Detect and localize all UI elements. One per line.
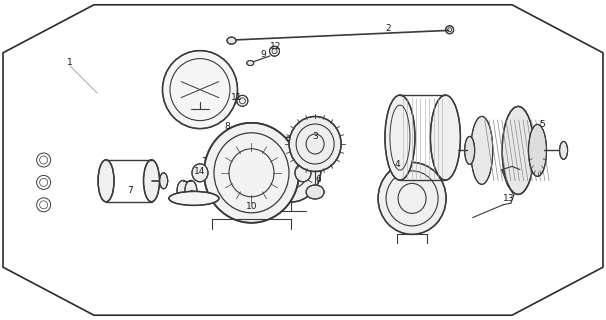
Text: 2: 2 bbox=[385, 24, 391, 33]
Text: 7: 7 bbox=[127, 186, 133, 195]
Ellipse shape bbox=[192, 164, 208, 182]
Ellipse shape bbox=[162, 51, 238, 129]
Text: 12: 12 bbox=[270, 42, 281, 51]
Ellipse shape bbox=[144, 160, 159, 202]
Text: 14: 14 bbox=[195, 167, 205, 176]
Ellipse shape bbox=[204, 123, 299, 223]
Text: 13: 13 bbox=[504, 194, 514, 203]
Text: 1: 1 bbox=[67, 58, 73, 67]
Ellipse shape bbox=[465, 136, 474, 164]
Ellipse shape bbox=[159, 173, 168, 189]
Circle shape bbox=[270, 46, 279, 56]
Circle shape bbox=[445, 26, 454, 34]
Ellipse shape bbox=[227, 37, 236, 44]
Ellipse shape bbox=[430, 95, 461, 180]
Ellipse shape bbox=[295, 164, 311, 182]
Text: 8: 8 bbox=[224, 122, 230, 131]
Text: 4: 4 bbox=[394, 160, 400, 169]
Circle shape bbox=[226, 94, 237, 105]
Ellipse shape bbox=[98, 160, 114, 202]
Ellipse shape bbox=[247, 60, 254, 66]
Text: 10: 10 bbox=[246, 202, 257, 211]
Circle shape bbox=[237, 95, 248, 106]
Ellipse shape bbox=[378, 163, 446, 235]
Ellipse shape bbox=[185, 180, 197, 200]
Text: 9: 9 bbox=[261, 50, 267, 59]
Ellipse shape bbox=[559, 141, 568, 159]
Ellipse shape bbox=[385, 95, 415, 180]
Ellipse shape bbox=[289, 116, 341, 172]
Text: 11: 11 bbox=[231, 93, 242, 102]
Ellipse shape bbox=[502, 106, 534, 194]
Ellipse shape bbox=[177, 180, 189, 200]
Ellipse shape bbox=[261, 137, 321, 202]
Text: 5: 5 bbox=[539, 120, 545, 129]
Text: 6: 6 bbox=[315, 175, 321, 184]
Text: 3: 3 bbox=[312, 132, 318, 140]
Ellipse shape bbox=[169, 191, 219, 205]
Ellipse shape bbox=[528, 124, 547, 176]
Ellipse shape bbox=[471, 116, 493, 184]
Ellipse shape bbox=[306, 185, 324, 199]
